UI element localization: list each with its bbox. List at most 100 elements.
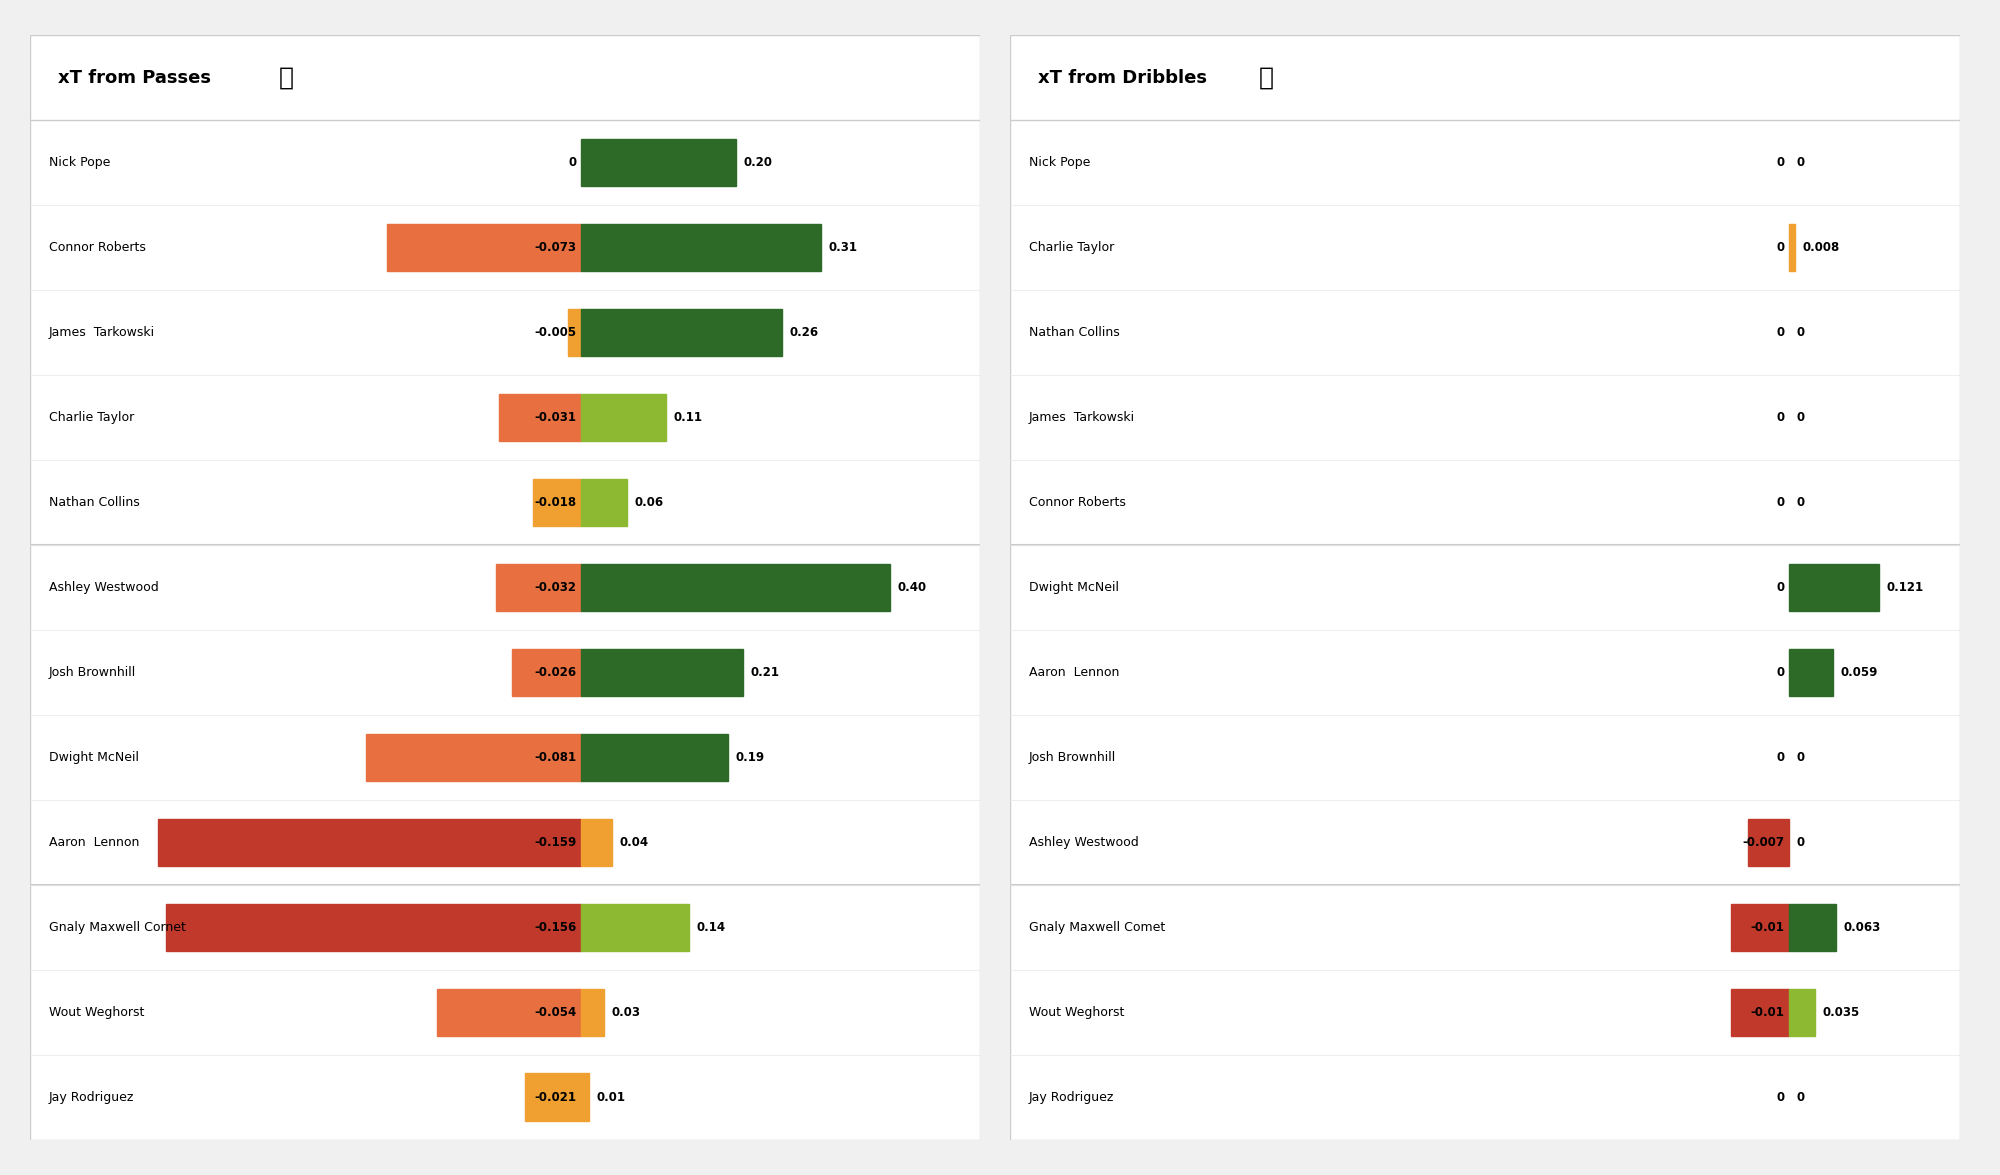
- Bar: [1748, 819, 1788, 866]
- Bar: [580, 988, 604, 1036]
- Text: -0.021: -0.021: [534, 1090, 576, 1103]
- Text: 0: 0: [1776, 666, 1784, 679]
- Text: 0: 0: [1776, 327, 1784, 340]
- Text: Ashley Westwood: Ashley Westwood: [1028, 835, 1138, 848]
- Text: Jay Rodriguez: Jay Rodriguez: [1028, 1090, 1114, 1103]
- Text: Aaron  Lennon: Aaron Lennon: [48, 835, 140, 848]
- Bar: [580, 564, 890, 611]
- Text: 0: 0: [1776, 156, 1784, 169]
- Bar: [568, 309, 580, 356]
- Text: Nathan Collins: Nathan Collins: [1028, 327, 1120, 340]
- Text: Wout Weghorst: Wout Weghorst: [1028, 1006, 1124, 1019]
- Text: Charlie Taylor: Charlie Taylor: [48, 411, 134, 424]
- Bar: [580, 649, 744, 697]
- Bar: [580, 309, 782, 356]
- Text: -0.005: -0.005: [534, 327, 576, 340]
- Text: -0.01: -0.01: [1750, 921, 1784, 934]
- Text: 0.26: 0.26: [790, 327, 818, 340]
- Text: 0.008: 0.008: [1802, 241, 1840, 254]
- Text: Josh Brownhill: Josh Brownhill: [1028, 751, 1116, 764]
- Text: Nick Pope: Nick Pope: [1028, 156, 1090, 169]
- Text: 0: 0: [1796, 1090, 1804, 1103]
- Text: xT from Dribbles: xT from Dribbles: [1038, 68, 1208, 87]
- Text: -0.031: -0.031: [534, 411, 576, 424]
- Bar: [1790, 224, 1794, 271]
- Text: 0: 0: [1796, 327, 1804, 340]
- Bar: [580, 904, 690, 951]
- Text: 0.40: 0.40: [898, 580, 928, 595]
- Bar: [580, 394, 666, 442]
- Text: -0.054: -0.054: [534, 1006, 576, 1019]
- Text: Nathan Collins: Nathan Collins: [48, 496, 140, 509]
- Text: Charlie Taylor: Charlie Taylor: [1028, 241, 1114, 254]
- Text: 0: 0: [1776, 751, 1784, 764]
- Text: 🛡: 🛡: [280, 66, 294, 89]
- Text: 0.21: 0.21: [750, 666, 780, 679]
- Text: 0.059: 0.059: [1840, 666, 1878, 679]
- Text: xT from Passes: xT from Passes: [58, 68, 212, 87]
- Text: 0: 0: [1796, 751, 1804, 764]
- Text: Connor Roberts: Connor Roberts: [1028, 496, 1126, 509]
- Text: 0: 0: [1776, 411, 1784, 424]
- Text: Nick Pope: Nick Pope: [48, 156, 110, 169]
- Text: Wout Weghorst: Wout Weghorst: [48, 1006, 144, 1019]
- Text: 0: 0: [1776, 241, 1784, 254]
- Text: -0.073: -0.073: [534, 241, 576, 254]
- Bar: [512, 649, 580, 697]
- Text: 0: 0: [1776, 580, 1784, 595]
- Text: -0.081: -0.081: [534, 751, 576, 764]
- Text: -0.159: -0.159: [534, 835, 576, 848]
- Bar: [580, 139, 736, 187]
- Text: 0: 0: [568, 156, 576, 169]
- Bar: [438, 988, 580, 1036]
- Text: -0.026: -0.026: [534, 666, 576, 679]
- Bar: [580, 224, 820, 271]
- Text: 0.03: 0.03: [612, 1006, 640, 1019]
- Text: 0: 0: [1796, 156, 1804, 169]
- Bar: [580, 1074, 588, 1121]
- Text: -0.156: -0.156: [534, 921, 576, 934]
- Text: 0.04: 0.04: [620, 835, 648, 848]
- Text: -0.01: -0.01: [1750, 1006, 1784, 1019]
- Text: 0.063: 0.063: [1844, 921, 1880, 934]
- Text: 0.19: 0.19: [736, 751, 764, 764]
- Bar: [1790, 904, 1836, 951]
- Bar: [1730, 904, 1790, 951]
- Text: James  Tarkowski: James Tarkowski: [1028, 411, 1136, 424]
- Text: 0: 0: [1796, 835, 1804, 848]
- Text: -0.007: -0.007: [1742, 835, 1784, 848]
- Text: 0.20: 0.20: [744, 156, 772, 169]
- Text: Aaron  Lennon: Aaron Lennon: [1028, 666, 1120, 679]
- Bar: [386, 224, 580, 271]
- Text: Connor Roberts: Connor Roberts: [48, 241, 146, 254]
- Text: -0.032: -0.032: [534, 580, 576, 595]
- Bar: [580, 819, 612, 866]
- Bar: [534, 478, 580, 526]
- Bar: [1790, 649, 1834, 697]
- Text: Gnaly Maxwell Cornet: Gnaly Maxwell Cornet: [48, 921, 186, 934]
- Text: Josh Brownhill: Josh Brownhill: [48, 666, 136, 679]
- Bar: [580, 733, 728, 781]
- Bar: [366, 733, 580, 781]
- Text: Dwight McNeil: Dwight McNeil: [1028, 580, 1120, 595]
- Bar: [526, 1074, 580, 1121]
- Bar: [1790, 564, 1880, 611]
- Text: Ashley Westwood: Ashley Westwood: [48, 580, 158, 595]
- Text: James  Tarkowski: James Tarkowski: [48, 327, 156, 340]
- Text: Jay Rodriguez: Jay Rodriguez: [48, 1090, 134, 1103]
- Text: Dwight McNeil: Dwight McNeil: [48, 751, 140, 764]
- Text: 0.035: 0.035: [1822, 1006, 1860, 1019]
- Bar: [496, 564, 580, 611]
- Text: 0: 0: [1796, 411, 1804, 424]
- Bar: [1790, 988, 1816, 1036]
- Bar: [166, 904, 580, 951]
- Text: 0.14: 0.14: [696, 921, 726, 934]
- Text: -0.018: -0.018: [534, 496, 576, 509]
- Text: 0: 0: [1776, 1090, 1784, 1103]
- Text: Gnaly Maxwell Comet: Gnaly Maxwell Comet: [1028, 921, 1166, 934]
- Text: 0.11: 0.11: [674, 411, 702, 424]
- Text: 0: 0: [1796, 496, 1804, 509]
- Text: 0.01: 0.01: [596, 1090, 626, 1103]
- Bar: [1730, 988, 1790, 1036]
- Bar: [580, 478, 628, 526]
